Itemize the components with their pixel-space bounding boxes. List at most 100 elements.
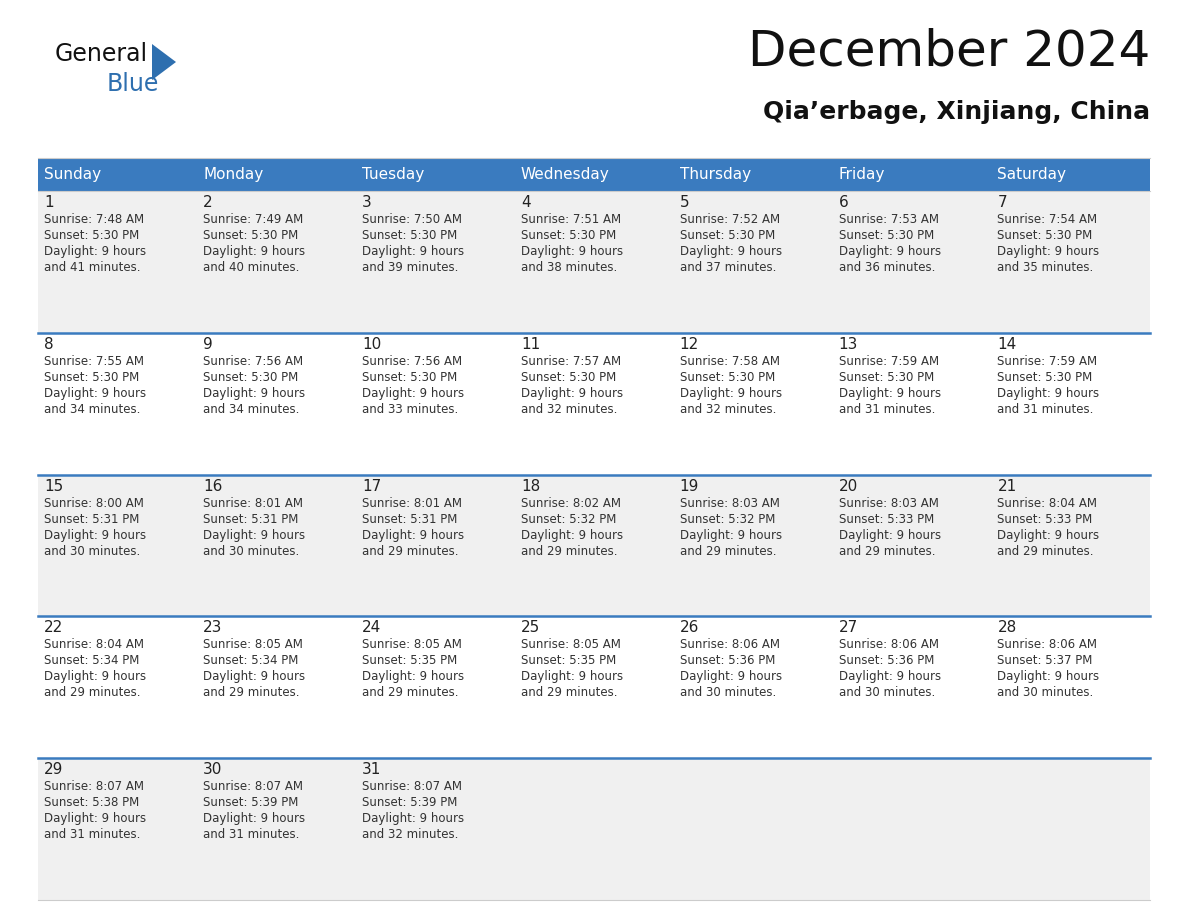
Text: and 31 minutes.: and 31 minutes. — [998, 403, 1094, 416]
Text: Sunrise: 7:48 AM: Sunrise: 7:48 AM — [44, 213, 145, 226]
Text: 24: 24 — [362, 621, 381, 635]
Text: Saturday: Saturday — [998, 167, 1067, 182]
Text: Sunset: 5:30 PM: Sunset: 5:30 PM — [998, 229, 1093, 242]
Text: Sunset: 5:35 PM: Sunset: 5:35 PM — [362, 655, 457, 667]
Text: 2: 2 — [203, 195, 213, 210]
Text: Sunrise: 7:59 AM: Sunrise: 7:59 AM — [839, 354, 939, 368]
Text: and 30 minutes.: and 30 minutes. — [839, 687, 935, 700]
Bar — [674, 758, 833, 900]
Text: Sunset: 5:39 PM: Sunset: 5:39 PM — [203, 796, 298, 809]
Text: and 31 minutes.: and 31 minutes. — [44, 828, 140, 841]
Text: Sunset: 5:36 PM: Sunset: 5:36 PM — [839, 655, 934, 667]
Text: Daylight: 9 hours: Daylight: 9 hours — [44, 245, 146, 258]
Text: Daylight: 9 hours: Daylight: 9 hours — [203, 670, 305, 683]
Text: Sunrise: 8:02 AM: Sunrise: 8:02 AM — [520, 497, 621, 509]
Bar — [38, 616, 197, 758]
Text: Sunset: 5:33 PM: Sunset: 5:33 PM — [839, 512, 934, 526]
Text: 13: 13 — [839, 337, 858, 352]
Text: and 29 minutes.: and 29 minutes. — [839, 544, 935, 557]
Text: and 34 minutes.: and 34 minutes. — [44, 403, 140, 416]
Text: and 36 minutes.: and 36 minutes. — [839, 261, 935, 274]
Bar — [833, 758, 991, 900]
Text: Sunrise: 8:05 AM: Sunrise: 8:05 AM — [203, 638, 303, 652]
Text: and 32 minutes.: and 32 minutes. — [520, 403, 618, 416]
Bar — [833, 616, 991, 758]
Text: and 33 minutes.: and 33 minutes. — [362, 403, 459, 416]
Text: 6: 6 — [839, 195, 848, 210]
Bar — [355, 475, 514, 616]
Text: and 32 minutes.: and 32 minutes. — [362, 828, 459, 841]
Bar — [355, 616, 514, 758]
Text: 16: 16 — [203, 478, 222, 494]
Text: and 30 minutes.: and 30 minutes. — [203, 544, 299, 557]
Text: Daylight: 9 hours: Daylight: 9 hours — [520, 529, 623, 542]
Text: Daylight: 9 hours: Daylight: 9 hours — [520, 386, 623, 400]
Bar — [674, 158, 833, 191]
Bar — [991, 758, 1150, 900]
Text: and 29 minutes.: and 29 minutes. — [520, 544, 618, 557]
Text: Sunrise: 7:53 AM: Sunrise: 7:53 AM — [839, 213, 939, 226]
Text: and 29 minutes.: and 29 minutes. — [362, 687, 459, 700]
Text: Monday: Monday — [203, 167, 264, 182]
Text: Sunrise: 8:04 AM: Sunrise: 8:04 AM — [998, 497, 1098, 509]
Bar — [514, 475, 674, 616]
Text: Sunset: 5:31 PM: Sunset: 5:31 PM — [203, 512, 298, 526]
Text: Sunset: 5:35 PM: Sunset: 5:35 PM — [520, 655, 617, 667]
Text: Daylight: 9 hours: Daylight: 9 hours — [839, 529, 941, 542]
Text: Daylight: 9 hours: Daylight: 9 hours — [44, 670, 146, 683]
Text: 3: 3 — [362, 195, 372, 210]
Text: Sunrise: 7:50 AM: Sunrise: 7:50 AM — [362, 213, 462, 226]
Text: 21: 21 — [998, 478, 1017, 494]
Text: and 30 minutes.: and 30 minutes. — [680, 687, 776, 700]
Text: Sunrise: 8:06 AM: Sunrise: 8:06 AM — [998, 638, 1098, 652]
Bar — [38, 758, 197, 900]
Text: Sunset: 5:30 PM: Sunset: 5:30 PM — [44, 371, 140, 384]
Bar — [514, 616, 674, 758]
Text: 20: 20 — [839, 478, 858, 494]
Text: Sunrise: 8:07 AM: Sunrise: 8:07 AM — [362, 780, 462, 793]
Text: and 32 minutes.: and 32 minutes. — [680, 403, 776, 416]
Text: Sunrise: 8:03 AM: Sunrise: 8:03 AM — [680, 497, 779, 509]
Text: Sunset: 5:30 PM: Sunset: 5:30 PM — [362, 229, 457, 242]
Bar — [674, 475, 833, 616]
Bar — [38, 158, 197, 191]
Text: and 41 minutes.: and 41 minutes. — [44, 261, 141, 274]
Text: Daylight: 9 hours: Daylight: 9 hours — [998, 386, 1100, 400]
Text: 29: 29 — [44, 762, 64, 778]
Text: Daylight: 9 hours: Daylight: 9 hours — [839, 670, 941, 683]
Text: Sunrise: 8:01 AM: Sunrise: 8:01 AM — [362, 497, 462, 509]
Text: Sunset: 5:30 PM: Sunset: 5:30 PM — [203, 229, 298, 242]
Text: and 29 minutes.: and 29 minutes. — [680, 544, 776, 557]
Text: Sunset: 5:30 PM: Sunset: 5:30 PM — [680, 229, 775, 242]
Bar — [197, 158, 355, 191]
Text: Daylight: 9 hours: Daylight: 9 hours — [203, 529, 305, 542]
Text: Sunrise: 7:56 AM: Sunrise: 7:56 AM — [203, 354, 303, 368]
Text: Sunset: 5:30 PM: Sunset: 5:30 PM — [839, 229, 934, 242]
Text: Daylight: 9 hours: Daylight: 9 hours — [44, 386, 146, 400]
Text: Sunset: 5:32 PM: Sunset: 5:32 PM — [520, 512, 617, 526]
Text: Daylight: 9 hours: Daylight: 9 hours — [680, 529, 782, 542]
Text: Sunrise: 7:58 AM: Sunrise: 7:58 AM — [680, 354, 779, 368]
Text: Sunset: 5:30 PM: Sunset: 5:30 PM — [203, 371, 298, 384]
Text: Daylight: 9 hours: Daylight: 9 hours — [839, 386, 941, 400]
Text: Daylight: 9 hours: Daylight: 9 hours — [362, 245, 465, 258]
Text: and 31 minutes.: and 31 minutes. — [203, 828, 299, 841]
Text: Sunrise: 8:01 AM: Sunrise: 8:01 AM — [203, 497, 303, 509]
Text: Daylight: 9 hours: Daylight: 9 hours — [680, 245, 782, 258]
Text: Sunset: 5:38 PM: Sunset: 5:38 PM — [44, 796, 140, 809]
Bar — [991, 333, 1150, 475]
Text: and 29 minutes.: and 29 minutes. — [520, 687, 618, 700]
Text: Daylight: 9 hours: Daylight: 9 hours — [203, 386, 305, 400]
Text: and 30 minutes.: and 30 minutes. — [44, 544, 140, 557]
Bar — [833, 475, 991, 616]
Text: Sunrise: 7:49 AM: Sunrise: 7:49 AM — [203, 213, 303, 226]
Bar — [674, 616, 833, 758]
Text: Sunrise: 7:52 AM: Sunrise: 7:52 AM — [680, 213, 779, 226]
Text: 31: 31 — [362, 762, 381, 778]
Bar — [991, 616, 1150, 758]
Text: Wednesday: Wednesday — [520, 167, 609, 182]
Text: Daylight: 9 hours: Daylight: 9 hours — [520, 670, 623, 683]
Text: Sunset: 5:30 PM: Sunset: 5:30 PM — [520, 229, 617, 242]
Text: Sunrise: 7:54 AM: Sunrise: 7:54 AM — [998, 213, 1098, 226]
Text: General: General — [55, 42, 148, 66]
